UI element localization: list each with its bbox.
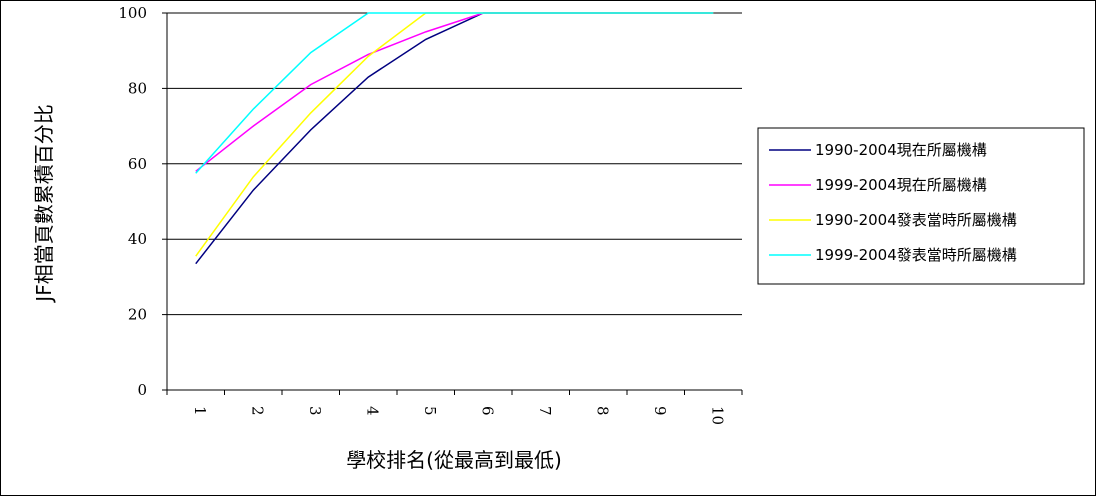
y-tick-label: 20	[128, 306, 147, 324]
gridlines	[167, 12, 742, 316]
y-tick-label: 0	[137, 381, 147, 399]
axes	[162, 12, 743, 395]
series-line-1	[195, 12, 714, 265]
x-tick-label: 1	[191, 406, 209, 416]
x-tick-label: 2	[248, 406, 266, 416]
series-line-2	[195, 12, 714, 172]
data-series	[195, 12, 714, 265]
x-tick-label: 3	[306, 406, 324, 416]
x-tick-label: 4	[363, 406, 381, 416]
y-tick-label: 100	[118, 4, 147, 22]
x-tick-label: 8	[593, 406, 611, 416]
legend-label-1: 1990-2004現在所屬機構	[815, 141, 987, 159]
y-axis-title: JF相當頁數累積百分比	[32, 104, 56, 303]
x-tick-label: 5	[421, 406, 439, 416]
legend-box	[757, 127, 1085, 285]
legend-label-4: 1999-2004發表當時所屬機構	[815, 246, 1017, 264]
legend: 1990-2004現在所屬機構 1999-2004現在所屬機構 1990-2004發…	[757, 127, 1085, 285]
legend-label-2: 1999-2004現在所屬機構	[815, 176, 987, 194]
y-tick-label: 80	[128, 79, 147, 97]
x-tick-label: 9	[651, 406, 669, 416]
x-axis-title: 學校排名(從最高到最低)	[346, 448, 562, 472]
tick-labels: 0 20 40 60 80 100 1 2 3 4 5 6 7 8 9 10	[118, 4, 726, 425]
x-tick-label: 10	[708, 406, 726, 425]
series-line-3	[195, 12, 714, 257]
x-tick-label: 7	[536, 406, 554, 416]
y-tick-label: 60	[128, 155, 147, 173]
legend-label-3: 1990-2004發表當時所屬機構	[815, 211, 1017, 229]
y-tick-label: 40	[128, 230, 147, 248]
series-line-4	[195, 12, 714, 174]
x-tick-label: 6	[478, 406, 496, 416]
